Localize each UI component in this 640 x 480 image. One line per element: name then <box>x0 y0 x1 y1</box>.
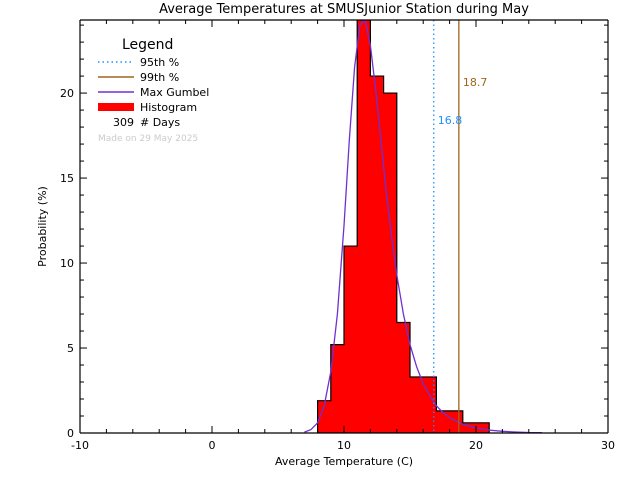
x-axis-label: Average Temperature (C) <box>275 455 413 468</box>
ndays-value: 309 <box>113 116 134 129</box>
legend-title: Legend <box>122 37 173 53</box>
y-tick-label: 10 <box>60 257 74 270</box>
histogram-bars <box>317 20 490 433</box>
x-tick-label: -10 <box>71 439 89 452</box>
legend: Legend 95th % 99th % Max Gumbel Histogram 309… <box>98 37 209 144</box>
chart-title: Average Temperatures at SMUSJunior Stati… <box>159 2 529 17</box>
histogram-outline <box>317 20 490 433</box>
legend-swatch-histogram <box>98 103 134 111</box>
p95-annotation-label: 16.8 <box>438 114 463 127</box>
made-on-text: Made on 29 May 2025 <box>98 134 198 144</box>
plot-area <box>304 20 543 433</box>
ndays-label: # Days <box>140 116 180 129</box>
y-tick-label: 15 <box>60 172 74 185</box>
p99-annotation-label: 18.7 <box>463 76 488 89</box>
x-tick-label: 10 <box>337 439 351 452</box>
max-gumbel-curve <box>304 20 543 433</box>
legend-label-1: 99th % <box>140 71 179 84</box>
legend-label-2: Max Gumbel <box>140 86 209 99</box>
x-tick-label: 0 <box>209 439 216 452</box>
y-ticks: 0 5 10 15 20 <box>60 24 608 440</box>
y-axis-label: Probability (%) <box>36 186 49 267</box>
y-tick-label: 0 <box>67 427 74 440</box>
x-ticks: -10 0 10 20 30 <box>71 20 615 452</box>
legend-label-0: 95th % <box>140 56 179 69</box>
x-tick-label: 30 <box>601 439 615 452</box>
x-tick-label: 20 <box>469 439 483 452</box>
legend-label-3: Histogram <box>140 101 197 114</box>
y-tick-label: 20 <box>60 87 74 100</box>
y-tick-label: 5 <box>67 342 74 355</box>
